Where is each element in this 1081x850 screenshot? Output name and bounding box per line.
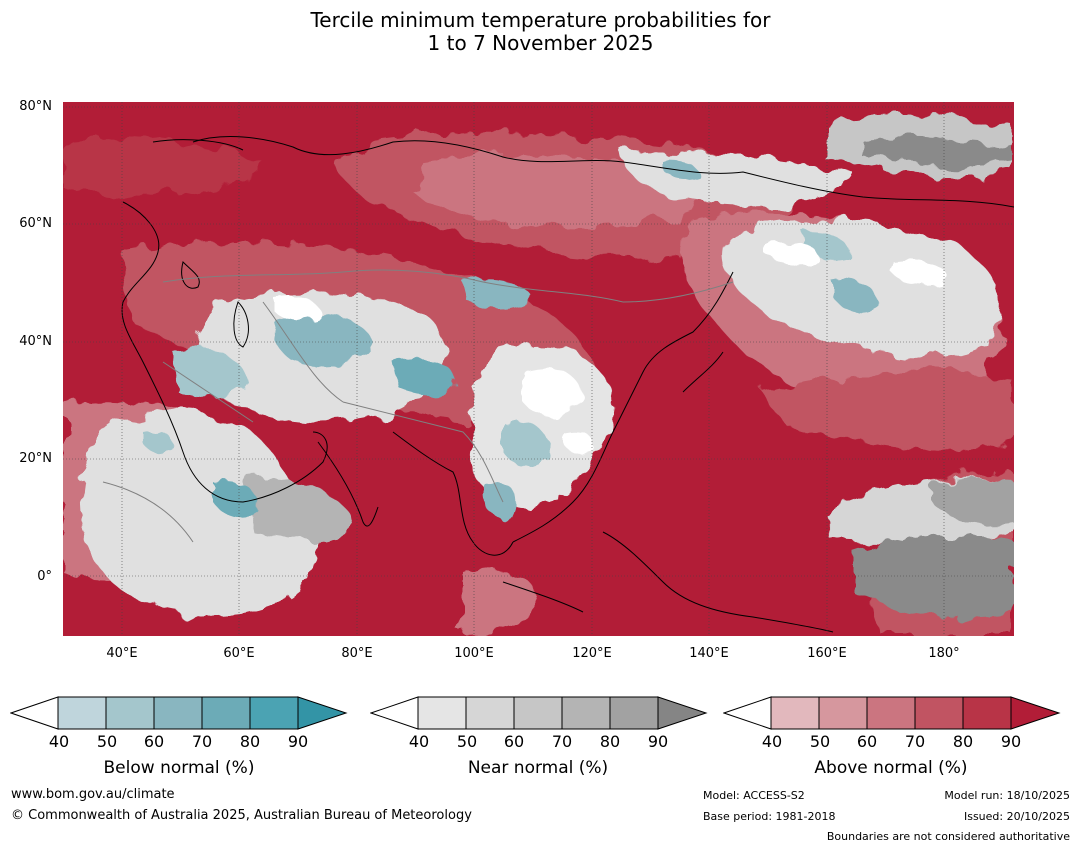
no-category-patches [273, 240, 949, 454]
issued-date: Issued: 20/10/2025 [963, 810, 1070, 823]
colorbar-segment [201, 696, 251, 730]
colorbar-below-tick: 90 [287, 732, 309, 751]
colorbar-segment [417, 696, 467, 730]
lon-label-40e: 40°E [106, 646, 138, 661]
base-period: Base period: 1981-2018 [703, 810, 836, 823]
colorbar-segment [770, 696, 820, 730]
colorbar-near-tick: 70 [551, 732, 573, 751]
colorbar-near-tick: 90 [647, 732, 669, 751]
colorbar-above-title: Above normal (%) [814, 758, 968, 778]
colorbar-segment [153, 696, 203, 730]
title-line-2: 1 to 7 November 2025 [427, 31, 654, 55]
lon-label-180: 180° [928, 646, 960, 661]
colorbar-near-title: Near normal (%) [467, 758, 609, 778]
title-line-1: Tercile minimum temperature probabilitie… [310, 8, 771, 32]
colorbar-segment [962, 696, 1012, 730]
forecast-map[interactable] [63, 102, 1014, 636]
colorbar-extend-low [723, 696, 772, 730]
colorbar-segment [249, 696, 299, 730]
colorbar-below-tick: 80 [239, 732, 261, 751]
colorbar-segment [818, 696, 868, 730]
boundaries-disclaimer: Boundaries are not considered authoritat… [826, 830, 1070, 843]
colorbar-segment [561, 696, 611, 730]
colorbar-below-tick: 60 [143, 732, 165, 751]
colorbar-above-tick: 90 [1000, 732, 1022, 751]
lat-label-80n: 80°N [19, 99, 52, 114]
lat-label-40n: 40°N [19, 334, 52, 349]
lon-label-60e: 60°E [223, 646, 255, 661]
colorbar-below-normal [10, 696, 348, 730]
colorbar-extend-high [297, 696, 348, 730]
colorbar-segment [914, 696, 964, 730]
chart-title: Tercile minimum temperature probabilitie… [0, 9, 1081, 55]
country-borders [102, 269, 734, 543]
colorbar-extend-low [370, 696, 419, 730]
colorbar-near-normal [370, 696, 708, 730]
colorbar-above-tick: 50 [809, 732, 831, 751]
colorbar-above-tick: 70 [904, 732, 926, 751]
colorbar-near-tick: 80 [599, 732, 621, 751]
colorbar-extend-high [657, 696, 708, 730]
colorbar-extend-high [1010, 696, 1061, 730]
colorbar-below-tick: 40 [48, 732, 70, 751]
lat-label-60n: 60°N [19, 216, 52, 231]
lat-label-20n: 20°N [19, 451, 52, 466]
colorbar-near-tick: 40 [408, 732, 430, 751]
colorbar-above-tick: 40 [761, 732, 783, 751]
colorbar-near-tick: 50 [456, 732, 478, 751]
colorbar-segment [866, 696, 916, 730]
model-run-date: Model run: 18/10/2025 [944, 789, 1070, 802]
colorbar-segment [609, 696, 659, 730]
colorbar-segment [105, 696, 155, 730]
colorbar-below-tick: 70 [191, 732, 213, 751]
colorbar-below-title: Below normal (%) [103, 758, 255, 778]
website-link[interactable]: www.bom.gov.au/climate [11, 787, 175, 802]
map-canvas [63, 102, 1014, 636]
coastlines [121, 136, 1014, 633]
colorbar-above-tick: 60 [856, 732, 878, 751]
lat-label-0: 0° [37, 569, 52, 584]
lon-label-160e: 160°E [807, 646, 847, 661]
colorbar-below-tick: 50 [96, 732, 118, 751]
graticule [63, 102, 1014, 636]
lon-label-140e: 140°E [689, 646, 729, 661]
colorbar-extend-low [10, 696, 59, 730]
copyright-text: © Commonwealth of Australia 2025, Austra… [11, 808, 472, 823]
model-name: Model: ACCESS-S2 [703, 789, 805, 802]
colorbar-above-normal [723, 696, 1061, 730]
colorbar-segment [513, 696, 563, 730]
lon-label-80e: 80°E [341, 646, 373, 661]
colorbar-segment [465, 696, 515, 730]
colorbar-above-tick: 80 [952, 732, 974, 751]
lon-label-100e: 100°E [454, 646, 494, 661]
colorbar-near-tick: 60 [503, 732, 525, 751]
lon-label-120e: 120°E [572, 646, 612, 661]
colorbar-segment [57, 696, 107, 730]
